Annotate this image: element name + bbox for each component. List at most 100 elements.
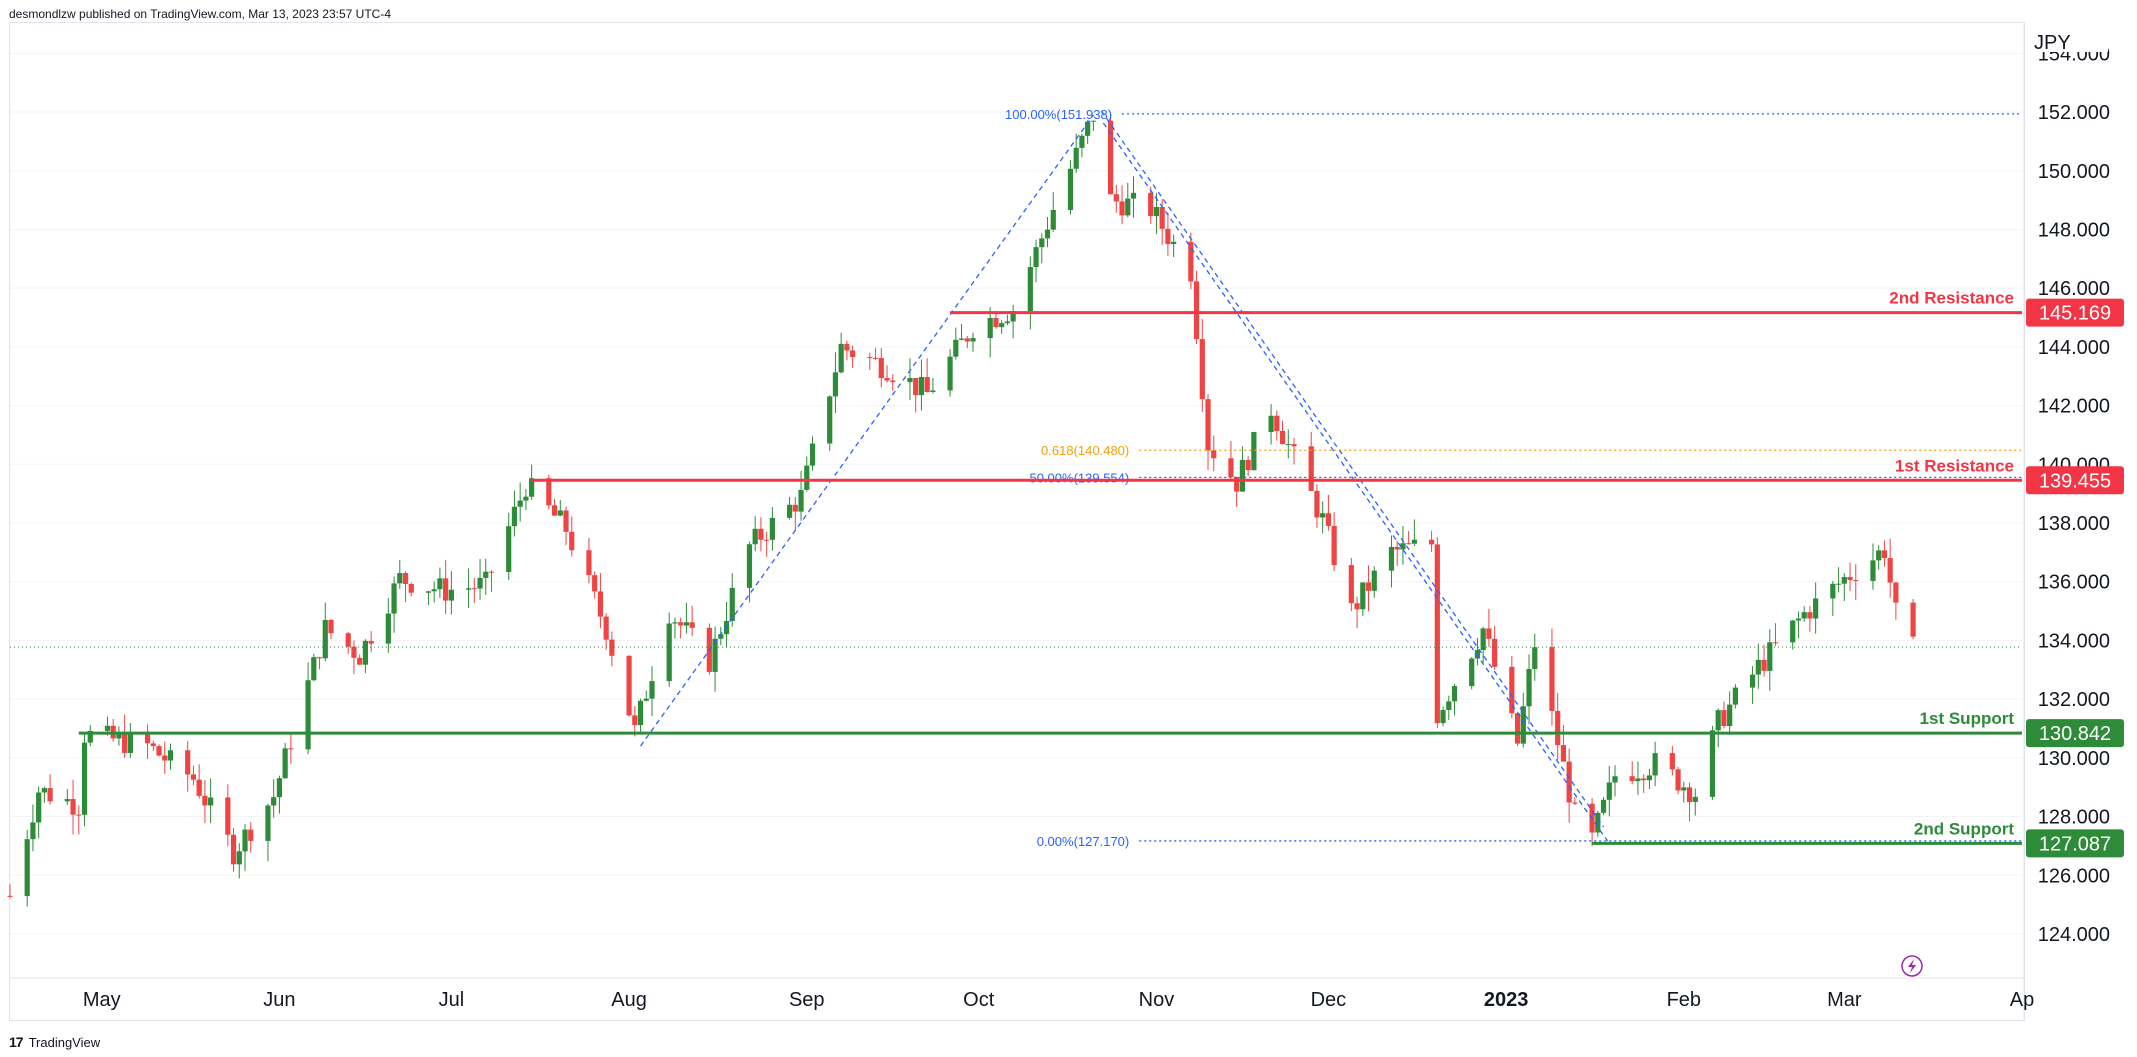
candle-down xyxy=(1669,753,1675,770)
candle-up xyxy=(1073,147,1079,169)
candle-down xyxy=(1279,430,1286,445)
candle-down xyxy=(1199,339,1205,400)
candle-up xyxy=(1239,459,1246,492)
y-tick-label: 142.000 xyxy=(2038,396,2110,418)
candle-up xyxy=(116,733,122,739)
y-tick-label: 150.000 xyxy=(2038,161,2110,183)
candle-up xyxy=(1480,628,1486,651)
candle-down xyxy=(368,640,374,644)
x-tick-label: Sep xyxy=(789,989,825,1011)
candle-up xyxy=(397,573,403,584)
candle-up xyxy=(529,478,535,497)
fib-level-label: 100.00%(151.938) xyxy=(1005,107,1112,122)
candle-up xyxy=(752,528,758,545)
candle-down xyxy=(878,358,884,379)
candle-up xyxy=(271,797,277,806)
candle-up xyxy=(1067,168,1074,210)
candle-down xyxy=(792,504,798,512)
candle-up xyxy=(832,372,839,397)
x-tick-label: Ap xyxy=(2010,989,2034,1011)
candle-up xyxy=(242,829,248,852)
candle-up xyxy=(1400,543,1406,550)
candle-down xyxy=(867,357,873,359)
candle-up xyxy=(1612,776,1618,783)
candle-down xyxy=(70,799,76,815)
candle-up xyxy=(1371,570,1377,591)
candle-down xyxy=(7,895,13,897)
candle-down xyxy=(225,797,231,835)
candle-down xyxy=(471,588,477,590)
y-tick-label: 130.000 xyxy=(2038,748,2110,770)
candle-up xyxy=(1709,730,1716,797)
candle-down xyxy=(993,317,999,328)
publisher-info: desmondlzw published on TradingView.com,… xyxy=(9,7,391,21)
candle-down xyxy=(1641,778,1647,781)
candle-down xyxy=(1148,192,1154,217)
candle-up xyxy=(729,587,735,621)
candle-up xyxy=(1813,598,1819,619)
candle-down xyxy=(872,357,879,359)
candle-down xyxy=(1354,603,1360,610)
candle-up xyxy=(1010,311,1016,322)
y-tick-label: 136.000 xyxy=(2038,572,2110,594)
candle-up xyxy=(1285,444,1291,446)
candle-up xyxy=(643,698,649,701)
candle-up xyxy=(718,634,724,639)
candle-down xyxy=(551,505,558,516)
candle-up xyxy=(712,638,718,672)
candle-up xyxy=(1830,583,1836,599)
candle-down xyxy=(202,795,208,806)
candle-down xyxy=(1572,802,1578,804)
candle-down xyxy=(1406,543,1412,545)
candle-up xyxy=(1027,267,1033,312)
candle-up xyxy=(104,725,111,731)
candle-up xyxy=(723,620,730,635)
candle-up xyxy=(1268,415,1274,433)
candle-down xyxy=(1847,577,1853,581)
candle-up xyxy=(1526,669,1532,707)
candle-up xyxy=(1635,778,1641,782)
candle-down xyxy=(162,755,168,761)
candle-down xyxy=(1107,120,1114,195)
candle-up xyxy=(24,839,30,897)
level-name-label: 2nd Support xyxy=(1914,819,2014,838)
candle-up xyxy=(425,591,432,593)
candle-down xyxy=(764,539,770,541)
candle-down xyxy=(1686,787,1693,802)
candle-up xyxy=(311,657,317,681)
candle-up xyxy=(1732,687,1738,705)
candle-up xyxy=(1681,787,1687,791)
candle-down xyxy=(844,343,850,351)
candle-down xyxy=(1211,450,1217,459)
candle-up xyxy=(769,517,775,540)
price-tag-bg xyxy=(2026,829,2124,858)
footer: 17 TradingView xyxy=(9,1034,100,1050)
price-tag-label: 130.842 xyxy=(2039,723,2111,745)
candle-up xyxy=(1795,618,1802,621)
candle-down xyxy=(1761,659,1767,671)
candle-up xyxy=(1646,775,1653,781)
candle-up xyxy=(1171,241,1177,245)
candle-down xyxy=(357,657,363,665)
level-name-label: 1st Resistance xyxy=(1895,456,2014,475)
candle-down xyxy=(1675,769,1681,791)
candle-down xyxy=(1486,628,1492,639)
candle-up xyxy=(918,377,925,396)
candle-up xyxy=(1004,321,1011,324)
candle-up xyxy=(265,805,271,841)
candle-up xyxy=(1595,812,1601,833)
candle-down xyxy=(1555,710,1561,746)
candle-down xyxy=(122,733,128,753)
candle-up xyxy=(947,356,953,391)
candle-down xyxy=(913,378,919,396)
candle-down xyxy=(1881,550,1888,559)
candle-up xyxy=(30,822,36,840)
candle-down xyxy=(569,531,575,551)
candle-up xyxy=(827,396,833,444)
candle-down xyxy=(1807,612,1813,619)
candle-up xyxy=(483,571,489,578)
candle-down xyxy=(185,750,191,775)
currency-label: JPY xyxy=(2034,32,2071,54)
candle-up xyxy=(746,544,753,588)
